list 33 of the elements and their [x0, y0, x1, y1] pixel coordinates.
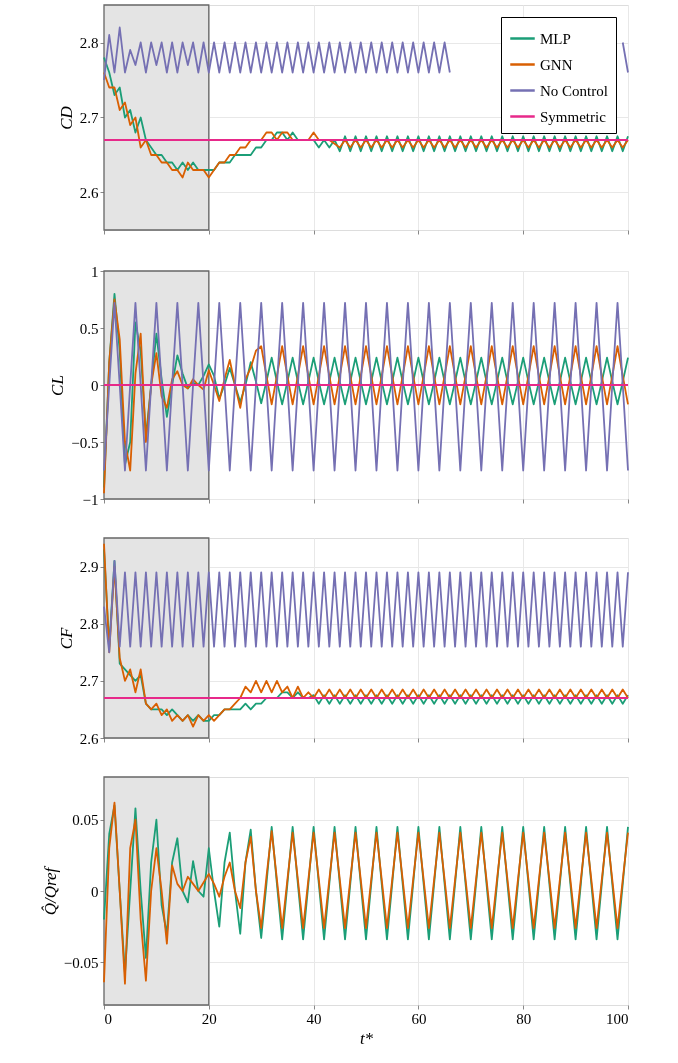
y-tick-label: 1 [91, 263, 99, 280]
x-tick-label: 20 [201, 1010, 217, 1027]
y-tick-label: 0.5 [79, 320, 99, 337]
y-tick-label: 0 [91, 377, 99, 394]
y-tick-label: −1 [82, 491, 99, 508]
x-tick-label: 60 [411, 1010, 427, 1027]
y-tick-label: 2.8 [79, 616, 99, 633]
legend-label: Symmetric [540, 108, 607, 125]
line-series [103, 71, 629, 179]
y-tick-label: 0 [91, 883, 99, 900]
legend-label: No Control [540, 82, 608, 99]
x-tick-label: 40 [306, 1010, 322, 1027]
x-tick-label: 80 [516, 1010, 532, 1027]
y-axis-title: CD [56, 105, 76, 130]
y-axis-title: CF [56, 627, 76, 650]
y-tick-label: 2.6 [79, 185, 99, 201]
x-axis-title: t* [359, 1028, 374, 1048]
y-tick-label: 2.6 [79, 730, 99, 747]
line-series [103, 559, 629, 654]
y-tick-label: 2.9 [79, 559, 99, 576]
y-tick-label: 0.05 [72, 812, 99, 829]
y-tick-label: −0.5 [71, 434, 99, 451]
legend-label: GNN [540, 56, 573, 73]
x-tick-label: 0 [104, 1010, 112, 1027]
y-axis-title: CL [48, 375, 68, 396]
y-axis-title: Q̂/Qref [40, 865, 60, 916]
y-tick-label: −0.05 [63, 954, 99, 971]
y-tick-label: 2.7 [79, 110, 99, 126]
x-tick-label: 100 [606, 1010, 629, 1027]
y-tick-label: 2.8 [79, 35, 99, 51]
legend-label: MLP [540, 30, 571, 47]
line-series [103, 56, 629, 171]
y-tick-label: 2.7 [79, 673, 99, 690]
